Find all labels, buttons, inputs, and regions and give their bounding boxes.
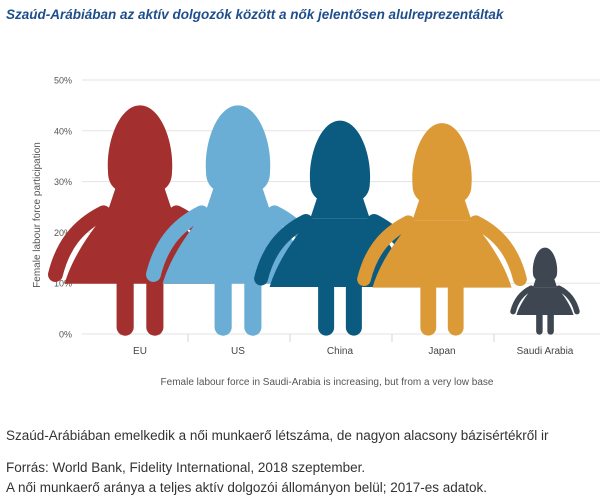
y-axis-ticks: 0% 10% 20% 30% 40% 50% xyxy=(54,76,72,340)
woman-figure-japan xyxy=(357,123,527,336)
y-tick-label: 40% xyxy=(54,126,72,136)
y-tick-label: 10% xyxy=(54,279,72,289)
category-label: China xyxy=(327,346,354,357)
x-axis-categories: EU US China Japan Saudi Arabia xyxy=(133,334,574,357)
category-label: Japan xyxy=(428,346,455,357)
x-axis-label: Female labour force in Saudi-Arabia is i… xyxy=(161,377,494,388)
source-note: Forrás: World Bank, Fidelity Internation… xyxy=(6,460,366,475)
y-axis-label: Female labour force participation xyxy=(32,142,43,288)
category-label: US xyxy=(231,346,245,357)
y-tick-label: 0% xyxy=(59,330,72,340)
woman-figure-us xyxy=(145,105,331,336)
category-label: Saudi Arabia xyxy=(517,346,574,357)
category-label: EU xyxy=(133,346,147,357)
article-caption: Szaúd-Arábiában emelkedik a női munkaerő… xyxy=(6,428,549,443)
y-tick-label: 30% xyxy=(54,177,72,187)
female-labour-chart: 0% 10% 20% 30% 40% 50% EU US China Japan Saudi Ar… xyxy=(32,76,600,388)
y-tick-label: 50% xyxy=(54,76,72,86)
woman-figure-saudi-arabia xyxy=(510,247,580,335)
woman-figure-china xyxy=(254,120,426,336)
pictograph-figures xyxy=(47,105,580,336)
chart-headline: Szaúd-Arábiában az aktív dolgozók között… xyxy=(6,7,504,22)
y-tick-label: 20% xyxy=(54,228,72,238)
data-note: A női munkaerő aránya a teljes aktív dol… xyxy=(6,480,488,495)
